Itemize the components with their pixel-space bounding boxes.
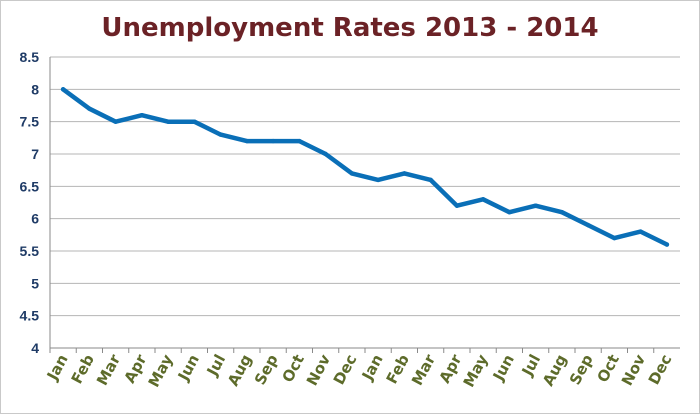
x-tick-label: Mar: [93, 351, 124, 389]
data-point: [139, 113, 145, 118]
y-tick-label: 6.5: [20, 178, 40, 194]
data-point: [218, 132, 223, 137]
y-tick-label: 7.5: [20, 114, 40, 130]
data-point: [270, 138, 276, 144]
x-tick-label: Sep: [251, 351, 282, 388]
x-tick-label: Dec: [645, 351, 676, 387]
data-point: [612, 235, 617, 241]
chart-title: Unemployment Rates 2013 - 2014: [101, 13, 598, 43]
x-tick-label: Dec: [330, 351, 361, 387]
x-tick-label: Feb: [383, 351, 413, 387]
data-point: [533, 203, 538, 208]
x-tick-label: Jul: [518, 351, 544, 379]
data-point: [480, 197, 486, 202]
data-point: [585, 222, 591, 228]
series-line: [60, 87, 670, 247]
gridlines: [49, 56, 680, 349]
data-point: [60, 87, 66, 92]
x-tick-label: Aug: [539, 351, 570, 389]
y-tick-label: 7: [31, 146, 39, 162]
x-tick-label: Aug: [224, 351, 255, 389]
y-tick-label: 8.5: [20, 49, 40, 65]
data-point: [165, 119, 171, 124]
x-tick-label: Jun: [489, 351, 518, 384]
x-tick-label: Nov: [618, 351, 649, 388]
series-layer: [60, 87, 670, 247]
x-tick-label: Sep: [566, 351, 597, 388]
x-tick-label: Jun: [174, 351, 203, 384]
x-tick-label: May: [145, 351, 177, 390]
x-tick-label: Mar: [408, 351, 439, 389]
x-tick-label: Nov: [303, 351, 334, 388]
data-point: [664, 242, 670, 247]
data-point: [192, 119, 197, 124]
data-point: [428, 177, 433, 183]
x-tick-label: Jul: [203, 351, 229, 379]
data-point: [297, 138, 302, 144]
y-tick-label: 5.5: [20, 243, 40, 259]
data-point: [349, 171, 355, 176]
y-tick-label: 6: [31, 211, 39, 227]
y-tick-label: 4: [31, 340, 39, 356]
y-tick-label: 8: [31, 81, 39, 97]
data-point: [113, 119, 118, 124]
x-tick-label: Feb: [68, 351, 98, 387]
data-point: [323, 151, 328, 157]
data-point: [402, 171, 407, 176]
y-tick-label: 4.5: [20, 308, 40, 324]
data-point: [507, 210, 512, 215]
data-point: [638, 229, 643, 234]
data-point: [454, 203, 460, 208]
data-point: [244, 138, 250, 144]
data-point: [87, 106, 92, 111]
data-point: [375, 177, 381, 183]
y-axis-ticks: 4 4.5 5 5.5 6 6.5 7 7.5 8 8.5: [20, 49, 40, 356]
data-point: [559, 210, 565, 215]
x-tick-label: May: [460, 351, 492, 390]
y-tick-label: 5: [31, 275, 39, 291]
